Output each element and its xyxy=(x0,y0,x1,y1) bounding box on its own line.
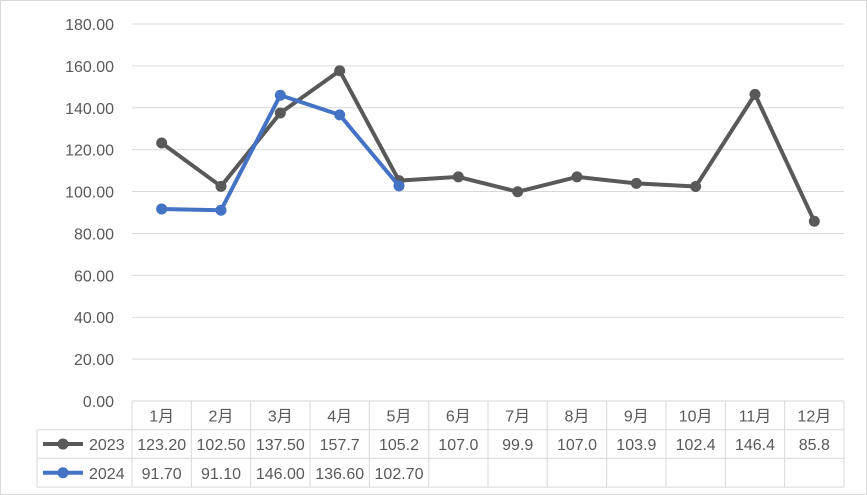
category-label: 10月 xyxy=(679,408,713,425)
table-cell-value: 85.8 xyxy=(799,437,830,454)
data-point-2024 xyxy=(393,180,405,192)
table-cell-value: 157.7 xyxy=(320,437,360,454)
data-point-2023 xyxy=(215,180,227,192)
series-2024 xyxy=(156,89,405,216)
series-layer xyxy=(156,65,820,227)
data-point-2023 xyxy=(156,137,168,149)
table-cell-value: 105.2 xyxy=(379,437,419,454)
category-label: 8月 xyxy=(565,408,590,425)
legend-marker-2024 xyxy=(57,467,69,479)
y-tick-label: 180.00 xyxy=(65,17,114,34)
table-cell-value: 107.0 xyxy=(557,437,597,454)
y-tick-label: 20.00 xyxy=(74,352,114,369)
table-cell-value: 102.70 xyxy=(375,466,424,483)
y-tick-label: 0.00 xyxy=(83,394,114,411)
table-cell-value: 91.10 xyxy=(201,466,241,483)
category-label: 6月 xyxy=(446,408,471,425)
y-tick-label: 140.00 xyxy=(65,101,114,118)
category-label: 7月 xyxy=(505,408,530,425)
category-label: 12月 xyxy=(797,408,831,425)
table-cell-value: 146.4 xyxy=(735,437,775,454)
data-point-2023 xyxy=(571,171,583,183)
y-tick-label: 60.00 xyxy=(74,268,114,285)
data-point-2023 xyxy=(274,107,286,119)
category-label: 2月 xyxy=(209,408,234,425)
data-point-2023 xyxy=(334,65,346,77)
data-point-2023 xyxy=(690,181,702,193)
table-cell-value: 146.00 xyxy=(256,466,305,483)
table-cell-value: 107.0 xyxy=(438,437,478,454)
data-point-2024 xyxy=(215,204,227,216)
category-label: 3月 xyxy=(268,408,293,425)
table-cell-value: 137.50 xyxy=(256,437,305,454)
series-line-2023 xyxy=(159,68,817,224)
gridlines xyxy=(132,23,844,360)
y-tick-label: 120.00 xyxy=(65,143,114,160)
legend-marker-2023 xyxy=(57,438,69,450)
data-point-2024 xyxy=(334,109,346,121)
legend-label: 2024 xyxy=(89,466,125,483)
y-axis-ticks: 0.00 20.00 40.00 60.00 80.00 100.00 120.00 140.… xyxy=(65,17,114,411)
category-label: 1月 xyxy=(149,408,174,425)
data-point-2024 xyxy=(274,89,286,101)
table-cell-value: 102.50 xyxy=(197,437,246,454)
y-tick-label: 160.00 xyxy=(65,59,114,76)
table-cell-value: 123.20 xyxy=(137,437,186,454)
category-label: 5月 xyxy=(387,408,412,425)
y-tick-label: 80.00 xyxy=(74,226,114,243)
y-tick-label: 100.00 xyxy=(65,185,114,202)
table-cell-value: 103.9 xyxy=(616,437,656,454)
data-point-2023 xyxy=(749,88,761,100)
legend-label: 2023 xyxy=(89,437,125,454)
category-label: 4月 xyxy=(327,408,352,425)
data-point-2023 xyxy=(512,186,524,198)
y-tick-label: 40.00 xyxy=(74,310,114,327)
data-point-2023 xyxy=(452,171,464,183)
table-cell-value: 99.9 xyxy=(502,437,533,454)
table-cell-value: 91.70 xyxy=(142,466,182,483)
table-cell-value: 102.4 xyxy=(676,437,716,454)
data-point-2023 xyxy=(630,177,642,189)
table-cell-value: 136.60 xyxy=(315,466,364,483)
category-label: 9月 xyxy=(624,408,649,425)
data-point-2023 xyxy=(808,215,820,227)
data-point-2024 xyxy=(156,203,168,215)
category-label: 11月 xyxy=(739,408,772,425)
data-table: 1月 2月 3月 4月 5月 6月 7月 8月 9月 10月 11月 12月 2023 123.20 102… xyxy=(36,400,845,488)
